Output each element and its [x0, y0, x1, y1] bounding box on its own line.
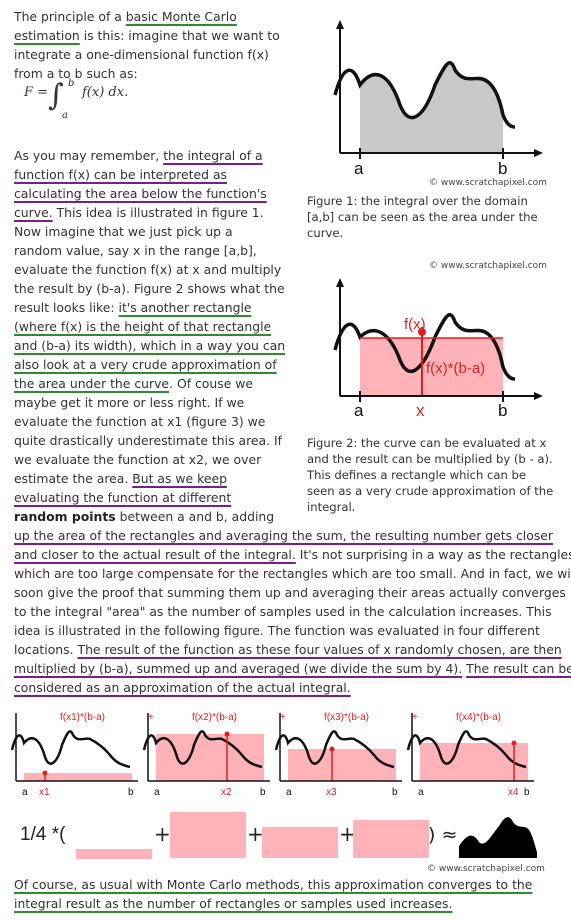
fig2-label-area: f(x)*(b-a) [426, 360, 485, 377]
intro-paragraph: The principle of a basic Monte Carlo est… [14, 9, 280, 81]
fig3-panel-3: f(x3)*(b-a) a x3 b + [274, 712, 418, 798]
fig3-title-2: f(x2)*(b-a) [192, 712, 237, 723]
fig1-copyright: © www.scratchapixel.com [429, 178, 547, 188]
formula-plus-3: + [339, 822, 356, 846]
formula-rect-3 [262, 827, 338, 858]
figure-3-four-samples: f(x1)*(b-a)a x1 b+ f(x2)*(b-a)a x2 b+ f(x3)*(b… [10, 712, 534, 798]
fig3-panel-1: f(x1)*(b-a) a x1 b + [10, 712, 154, 798]
fig3-rect-1 [24, 773, 132, 781]
fig2-sample-point [418, 328, 426, 336]
fig2-label-b: b [498, 401, 507, 420]
fig3-label-b-1: b [128, 787, 134, 798]
fig2-curve [333, 313, 516, 381]
formula-integral-shape [459, 817, 537, 858]
formula-rect-2 [170, 812, 246, 858]
fig3-label-b-3: b [392, 787, 398, 798]
formula-suffix: ) ≈ [428, 824, 458, 846]
fig3-title-3: f(x3)*(b-a) [324, 712, 369, 723]
fig1-label-a: a [354, 159, 364, 178]
fig3-curve-1 [10, 730, 131, 769]
fig3-point-4 [511, 740, 517, 746]
fig2-x-arrow [534, 392, 543, 400]
fig2-y-arrow [336, 278, 344, 287]
fig3-rect-2 [156, 734, 264, 781]
figure-2-caption: Figure 2: the curve can be evaluated at … [307, 436, 554, 514]
fig2-label-x: x [416, 401, 425, 420]
figure-1-integral-plot: a b [333, 20, 543, 178]
fig2-label-a: a [354, 401, 364, 420]
fig2-copyright: © www.scratchapixel.com [429, 261, 547, 271]
formula-rect-1 [76, 849, 152, 859]
formula-plus-2: + [247, 822, 264, 846]
formula-plus-1: + [154, 822, 171, 846]
fig3-label-a-1: a [22, 787, 28, 798]
fig3-point-3 [329, 746, 335, 752]
figure-2-rectangle-plot: f(x) f(x)*(b-a) a x b [333, 278, 543, 420]
fig3-title-1: f(x1)*(b-a) [60, 712, 105, 723]
fig3-label-x-3: x3 [326, 787, 337, 798]
fig3-plus-1: + [148, 712, 154, 723]
fig1-label-b: b [498, 159, 507, 178]
fig3-panel-4: f(x4)*(b-a) a x4 b [406, 712, 534, 798]
fig3-title-4: f(x4)*(b-a) [456, 712, 501, 723]
fig3-point-2 [224, 731, 230, 737]
fig3-plus-2: + [280, 712, 286, 723]
fig1-x-arrow [534, 149, 543, 157]
fig3-rect-3 [288, 749, 396, 781]
fig3-plus-3: + [412, 712, 418, 723]
fig3-label-x-1: x1 [39, 787, 50, 798]
fig3-label-a-2: a [154, 787, 160, 798]
fig1-curve [333, 61, 516, 129]
fig3-copyright: © www.scratchapixel.com [427, 864, 545, 874]
fig3-point-1 [42, 770, 48, 776]
fig3-curve-2 [142, 730, 263, 769]
fig3-label-x-2: x2 [221, 787, 232, 798]
fig3-label-b-4: b [524, 787, 530, 798]
fig3-label-b-2: b [260, 787, 266, 798]
formula-row: 1/4 *( + + + ) ≈ [0, 808, 571, 864]
fig2-label-fx: f(x) [404, 316, 426, 333]
fig1-y-arrow [336, 20, 344, 29]
formula-prefix: 1/4 *( [20, 824, 66, 845]
formula-rect-4 [353, 820, 429, 858]
fig3-panel-2: f(x2)*(b-a) a x2 b + [142, 712, 286, 798]
fig3-curve-3 [274, 730, 395, 769]
figure-1-caption: Figure 1: the integral over the domain [… [307, 194, 538, 240]
estimation-link[interactable]: estimation [14, 28, 80, 43]
integral-equation: F = ∫ b a f(x) dx. [24, 78, 129, 121]
fig3-label-a-4: a [418, 787, 424, 798]
fig3-label-a-3: a [286, 787, 292, 798]
fig1-area-under-curve [360, 62, 503, 153]
main-paragraph: As you may remember, the integral of a f… [14, 148, 571, 695]
fig3-label-x-4: x4 [508, 787, 519, 798]
fig3-curve-4 [406, 730, 527, 769]
basic-monte-carlo-link[interactable]: basic Monte Carlo [125, 9, 237, 24]
closing-paragraph: Of course, as usual with Monte Carlo met… [14, 877, 533, 911]
